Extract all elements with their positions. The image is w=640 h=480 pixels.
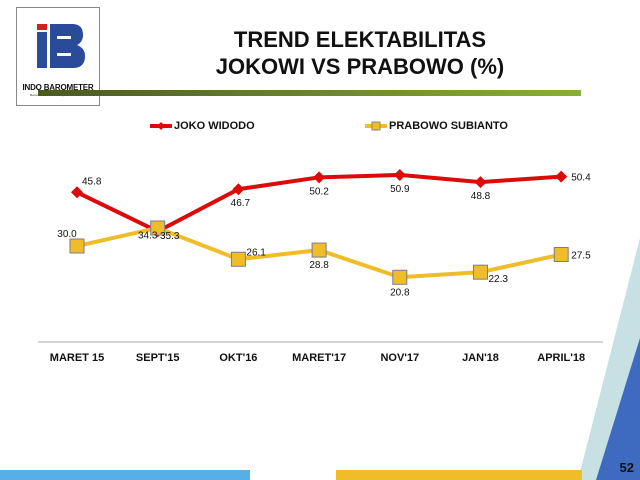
legend-label: JOKO WIDODO — [174, 120, 255, 132]
page-number: 52 — [619, 460, 634, 475]
data-label-prabowo: 22.3 — [489, 274, 509, 285]
data-point-jokowi — [313, 171, 326, 184]
legend-label: PRABOWO SUBIANTO — [389, 120, 508, 132]
data-point-prabowo — [150, 220, 166, 236]
x-tick-label: NOV'17 — [380, 352, 419, 364]
data-point-prabowo — [69, 238, 85, 254]
data-label-prabowo: 26.1 — [246, 247, 266, 258]
x-tick-label: OKT'16 — [219, 352, 257, 364]
x-tick-label: JAN'18 — [462, 352, 499, 364]
data-point-prabowo — [311, 242, 327, 258]
legend-diamond-marker-icon — [150, 122, 172, 130]
data-point-prabowo — [473, 264, 488, 280]
title-line-1: TREND ELEKTABILITAS — [233, 27, 487, 52]
title-line-2: JOKOWI VS PRABOWO (%) — [215, 54, 505, 79]
logo-ib-mark — [37, 24, 85, 68]
data-point-prabowo — [230, 251, 246, 267]
legend-item-jokowi: JOKO WIDODO — [150, 120, 255, 132]
x-tick-label: APRIL'18 — [537, 352, 585, 364]
indo-barometer-logo: INDO BAROMETER Barometer Perilaku Masyar… — [16, 7, 100, 106]
data-point-jokowi — [232, 183, 245, 196]
data-label-prabowo: 35.3 — [160, 231, 180, 242]
data-label-jokowi: 50.4 — [571, 173, 591, 184]
data-point-jokowi — [555, 170, 568, 183]
data-label-jokowi: 50.2 — [309, 186, 329, 197]
data-point-prabowo — [392, 269, 408, 285]
data-point-jokowi — [71, 186, 83, 199]
data-label-prabowo: 20.8 — [390, 287, 410, 298]
legend-square-marker-icon — [365, 121, 387, 131]
x-tick-label: SEPT'15 — [136, 352, 180, 364]
data-label-prabowo: 30.0 — [57, 229, 77, 240]
data-label-prabowo: 27.5 — [571, 251, 591, 262]
footer-yellow-bar — [336, 470, 582, 480]
title-divider — [38, 90, 581, 96]
legend-item-prabowo: PRABOWO SUBIANTO — [365, 120, 508, 132]
data-label-jokowi: 50.9 — [390, 184, 410, 195]
logo-name: INDO BAROMETER — [22, 83, 94, 92]
data-label-jokowi: 48.8 — [471, 191, 491, 202]
data-point-prabowo — [553, 247, 569, 262]
data-label-prabowo: 28.8 — [309, 260, 329, 271]
decor-blue-triangle — [596, 338, 640, 480]
x-tick-label: MARET 15 — [50, 352, 104, 364]
data-label-jokowi: 45.8 — [82, 176, 102, 187]
footer-blue-bar — [0, 470, 250, 480]
x-tick-label: MARET'17 — [292, 352, 346, 364]
page-title: TREND ELEKTABILITAS JOKOWI VS PRABOWO (%… — [150, 26, 570, 80]
data-label-jokowi: 34.3 — [138, 230, 158, 241]
series-line-jokowi — [76, 172, 562, 234]
data-point-jokowi — [474, 176, 487, 189]
data-label-jokowi: 46.7 — [231, 198, 251, 209]
data-point-jokowi — [393, 168, 406, 181]
